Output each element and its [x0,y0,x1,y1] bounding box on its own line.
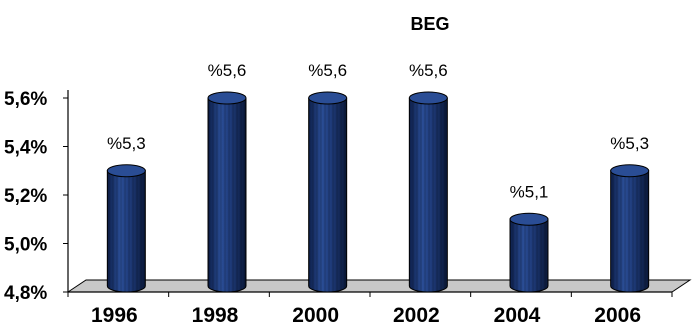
x-category-label: 2000 [292,304,339,327]
bar-texture [107,170,146,292]
y-tick-label: 4,8% [4,283,47,304]
floor [66,279,692,293]
bar-top [610,164,650,178]
x-category-label: 1998 [192,304,239,327]
bar-2004 [509,212,549,293]
x-category-label: 2006 [594,304,641,327]
bars [106,91,650,293]
bar-texture [308,98,347,292]
bar-texture [208,98,246,292]
bar-1998 [207,91,247,293]
y-tick-label: 5,0% [4,235,47,256]
x-category-label: 2004 [494,304,541,327]
x-category-label: 2002 [393,304,440,327]
data-labels: %5,3 %5,6 %5,6 %5,6 %5,1 %5,3 [107,61,649,201]
data-label: %5,3 [107,134,146,153]
x-category-label: 1996 [91,304,138,327]
data-label: %5,3 [610,134,649,153]
bar-texture [409,98,448,292]
bar-texture [610,170,649,292]
bar-top [408,91,448,105]
bar-top [308,91,348,105]
bar-top [509,212,549,226]
bar-2002 [408,91,448,293]
chart-title: BEG [410,14,449,34]
bar-2006 [610,164,650,293]
data-label: %5,6 [308,61,347,80]
floor-plane [66,279,692,293]
data-label: %5,6 [409,61,448,80]
y-tick-label: 5,4% [4,138,47,159]
axes: 4,8% 5,0% 5,2% 5,4% 5,6% 1996 1998 2000 2002 2004… [4,89,673,327]
data-label: %5,1 [510,182,549,201]
bar-1996 [106,164,146,293]
bar-2000 [308,91,348,293]
bar-top [106,164,146,178]
y-tick-label: 5,2% [4,186,47,207]
bar-texture [510,219,548,292]
bar-top [207,91,247,105]
data-label: %5,6 [208,61,247,80]
y-tick-label: 5,6% [4,89,47,110]
